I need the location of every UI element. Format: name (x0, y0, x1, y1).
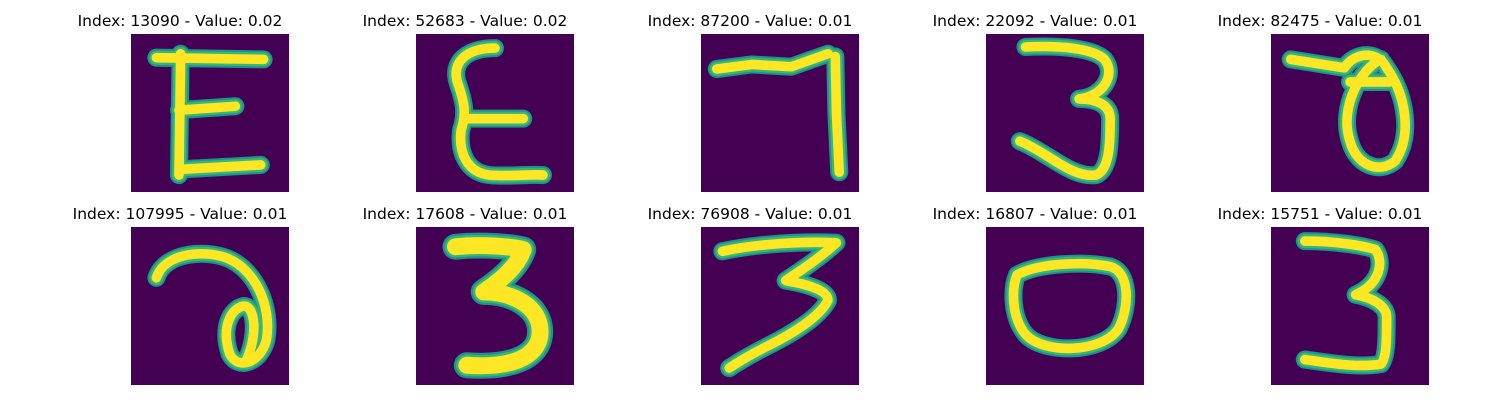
panel-title: Index: 22092 - Value: 0.01 (932, 12, 1138, 30)
digit-image (131, 227, 289, 385)
digit-stroke (1015, 41, 1115, 180)
digit-image-svg (131, 34, 289, 192)
panel-76908: Index: 76908 - Value: 0.01 (600, 193, 900, 385)
digit-image (986, 34, 1144, 192)
digit-image (1271, 34, 1429, 192)
digit-stroke (1008, 258, 1132, 354)
digit-stroke (1300, 236, 1392, 371)
digit-image (986, 227, 1144, 385)
panel-15751: Index: 15751 - Value: 0.01 (1170, 193, 1470, 385)
panel-title: Index: 82475 - Value: 0.01 (1217, 12, 1423, 30)
panel-title: Index: 16807 - Value: 0.01 (932, 205, 1138, 223)
panel-title: Index: 15751 - Value: 0.01 (1217, 205, 1423, 223)
digit-stroke (451, 43, 548, 181)
panel-title: Index: 76908 - Value: 0.01 (647, 205, 853, 223)
panel-22092: Index: 22092 - Value: 0.01 (885, 0, 1185, 192)
digit-image (701, 34, 859, 192)
panel-title: Index: 17608 - Value: 0.01 (362, 205, 568, 223)
panel-87200: Index: 87200 - Value: 0.01 (600, 0, 900, 192)
panel-82475: Index: 82475 - Value: 0.01 (1170, 0, 1470, 192)
panel-16807: Index: 16807 - Value: 0.01 (885, 193, 1185, 385)
panel-17608: Index: 17608 - Value: 0.01 (315, 193, 615, 385)
digit-stroke (712, 48, 845, 178)
digit-image (701, 227, 859, 385)
digit-stroke (717, 237, 842, 373)
panel-52683: Index: 52683 - Value: 0.02 (315, 0, 615, 192)
digit-image (1271, 227, 1429, 385)
digit-stroke (1285, 50, 1410, 172)
panel-107995: Index: 107995 - Value: 0.01 (30, 193, 330, 385)
panel-title: Index: 107995 - Value: 0.01 (72, 205, 288, 223)
digit-stroke (151, 248, 273, 368)
digit-stroke (151, 48, 269, 180)
panel-title: Index: 13090 - Value: 0.02 (77, 12, 283, 30)
digit-image (416, 227, 574, 385)
digit-image (131, 34, 289, 192)
panel-13090: Index: 13090 - Value: 0.02 (30, 0, 330, 192)
panel-title: Index: 52683 - Value: 0.02 (362, 12, 568, 30)
panel-title: Index: 87200 - Value: 0.01 (647, 12, 853, 30)
digit-image (416, 34, 574, 192)
digit-stroke (447, 237, 549, 375)
